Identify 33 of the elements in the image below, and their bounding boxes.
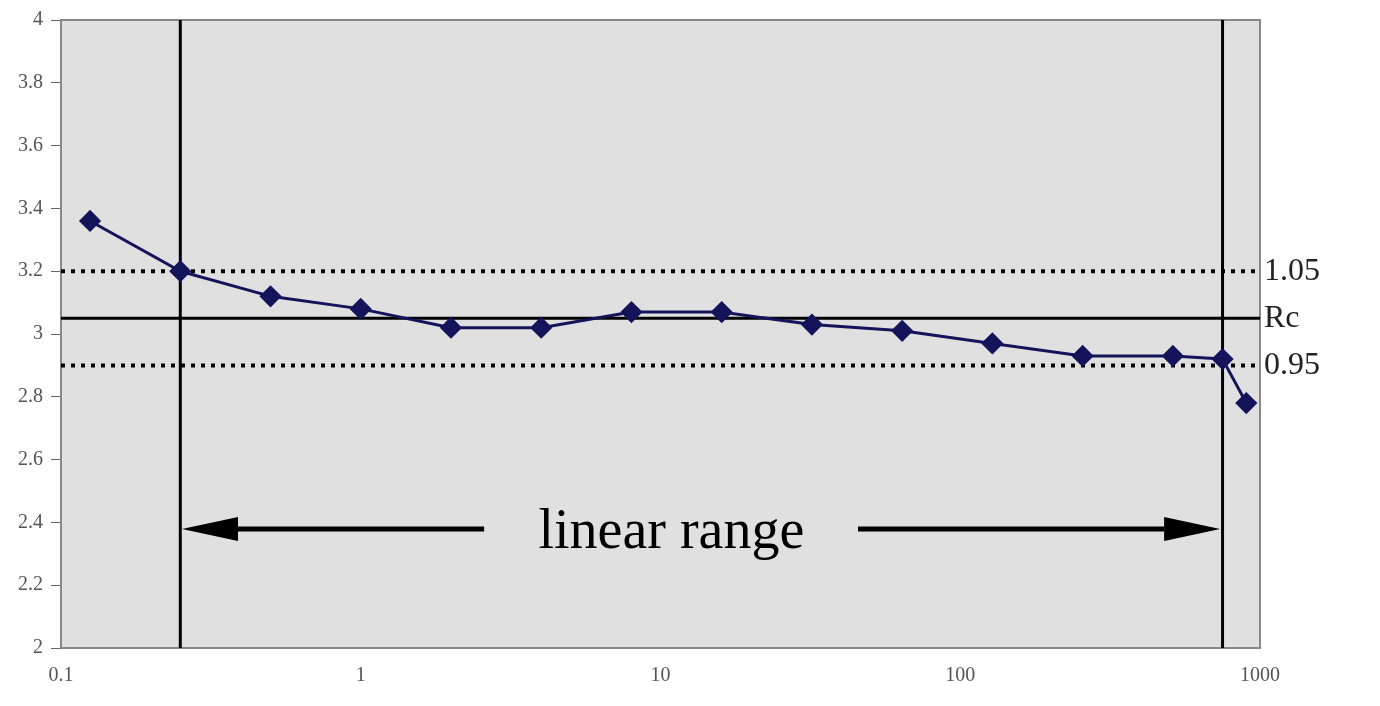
x-tick-label: 1000 [1240,663,1280,686]
annotation: linear range [524,497,819,560]
point [530,317,552,339]
point [350,298,372,320]
y-tick-label: 4 [33,7,43,30]
point [801,314,823,336]
y-tick-label: 2.4 [18,509,43,532]
text: 0.95 [1264,344,1320,381]
text: 1.05 [1264,250,1320,287]
ref-line-label: Rc [1264,297,1300,334]
point [620,301,642,323]
point [260,285,282,307]
point [981,332,1003,354]
x-tick-label: 100 [945,663,976,686]
y-tick-label: 3 [33,321,43,344]
y-tick-label: 3.8 [18,70,43,93]
x-tick-label: 10 [650,663,671,686]
y-tick-label: 2.8 [18,384,43,407]
y-tick-label: 2 [33,635,43,658]
point [169,260,191,282]
y-tick-label: 3.2 [18,258,43,281]
point [1072,345,1094,367]
point [79,210,101,232]
point [440,317,462,339]
y-tick-label: 3.6 [18,132,43,155]
x-tick-label: 1 [355,663,366,686]
y-tick-label: 2.6 [18,446,43,469]
y-tick-label: 3.4 [18,195,43,218]
x-tick-label: 0.1 [48,663,74,686]
point [891,320,913,342]
point [1162,345,1184,367]
point [711,301,733,323]
y-tick-label: 2.2 [18,572,43,595]
